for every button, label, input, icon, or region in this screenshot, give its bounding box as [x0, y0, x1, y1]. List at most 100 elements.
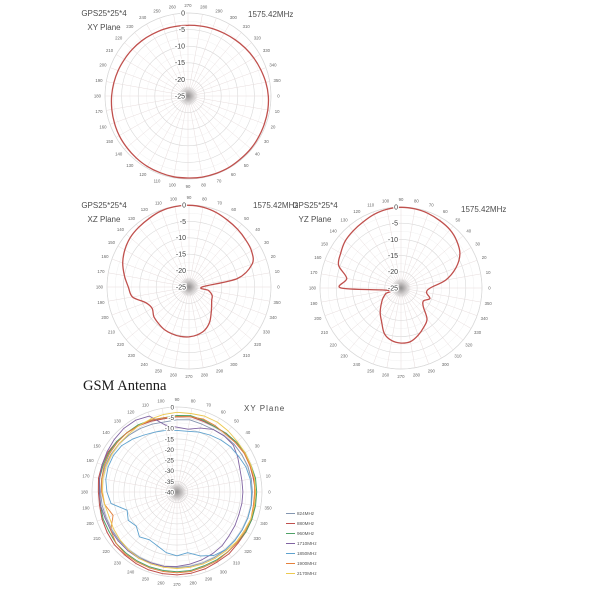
- radial-tick-label: -40: [165, 489, 175, 496]
- series-1575.42MHz: [110, 24, 270, 179]
- series-1710MHz: [98, 415, 244, 567]
- angle-tick-label: 190: [97, 300, 105, 305]
- grid-spoke: [176, 491, 193, 576]
- legend-line-swatch: [286, 552, 295, 554]
- angle-tick-label: 10: [486, 270, 491, 275]
- grid-spoke: [176, 418, 220, 493]
- angle-tick-label: 40: [246, 430, 251, 435]
- grid-spoke: [188, 286, 218, 365]
- grid-spoke: [134, 418, 178, 493]
- legend-item: 824MHz: [286, 511, 317, 516]
- angle-tick-label: 290: [215, 9, 223, 14]
- grid-spoke: [103, 449, 178, 493]
- angle-tick-label: 280: [201, 373, 209, 378]
- angle-tick-label: 290: [428, 369, 436, 374]
- angle-tick-label: 160: [99, 125, 107, 130]
- angle-tick-label: 80: [191, 398, 196, 403]
- grid-spoke: [338, 287, 402, 341]
- series-1575.42MHz: [337, 206, 461, 344]
- angle-tick-label: 340: [269, 63, 277, 68]
- radial-tick-label: -5: [180, 219, 186, 226]
- angle-tick-label: 50: [244, 216, 249, 221]
- angle-tick-label: 30: [475, 241, 480, 246]
- grid-spoke: [187, 14, 203, 97]
- angle-tick-label: 320: [254, 342, 262, 347]
- angle-tick-label: 350: [265, 506, 273, 511]
- angle-tick-label: 200: [314, 316, 322, 321]
- angle-tick-label: 80: [201, 183, 206, 188]
- legend-item: 1900MHz: [286, 561, 317, 566]
- grid-spoke: [159, 95, 189, 175]
- legend-label: 960MHz: [297, 530, 315, 536]
- angle-tick-label: 30: [255, 443, 260, 448]
- grid-spoke: [176, 491, 232, 558]
- radial-tick-label: -20: [175, 77, 185, 84]
- grid-spoke: [373, 287, 402, 365]
- grid-spoke: [360, 217, 402, 289]
- radial-tick-label: -25: [175, 93, 185, 100]
- grid-spoke: [134, 491, 178, 566]
- angle-tick-label: 290: [205, 576, 213, 581]
- grid-spoke: [386, 208, 402, 289]
- angle-tick-label: 120: [139, 172, 147, 177]
- legend-label: 2170MHz: [297, 570, 317, 576]
- angle-tick-label: 230: [341, 353, 349, 358]
- angle-tick-label: 240: [127, 570, 135, 575]
- grid-spoke: [176, 476, 261, 493]
- angle-tick-label: 220: [330, 342, 338, 347]
- radial-tick-label: 0: [182, 202, 186, 209]
- angle-tick-label: 330: [474, 330, 482, 335]
- grid-spoke: [188, 209, 218, 288]
- grid-spoke: [173, 14, 189, 97]
- grid-spoke: [173, 95, 189, 178]
- grid-spoke: [103, 491, 178, 535]
- angle-tick-label: 230: [114, 560, 122, 565]
- legend-label: 1850MHz: [297, 550, 317, 556]
- radial-tick-label: -35: [165, 479, 175, 486]
- angle-tick-label: 220: [103, 549, 111, 554]
- grid-spoke: [174, 206, 190, 288]
- grid-spoke: [147, 491, 178, 572]
- angle-tick-label: 250: [367, 369, 375, 374]
- angle-tick-label: 190: [310, 301, 318, 306]
- angle-tick-label: 310: [243, 24, 251, 29]
- angle-tick-label: 120: [353, 209, 361, 214]
- legend-item: 1850MHz: [286, 551, 317, 556]
- legend-label: 880MHz: [297, 520, 315, 526]
- angle-tick-label: 260: [170, 373, 178, 378]
- grid-spoke: [111, 437, 178, 493]
- angle-tick-label: 70: [429, 202, 434, 207]
- grid-spoke: [147, 412, 178, 493]
- gps-xy-frequency-label: 1575.42MHz: [248, 10, 294, 19]
- gps-xy-title-line1: GPS25*25*4: [81, 9, 127, 18]
- grid-spoke: [117, 286, 190, 329]
- angle-tick-label: 80: [414, 198, 419, 203]
- grid-spoke: [174, 286, 190, 368]
- grid-spoke: [324, 260, 402, 289]
- grid-spoke: [400, 287, 442, 359]
- legend-label: 1710MHz: [297, 540, 317, 546]
- gps-xz-title-line1: GPS25*25*4: [81, 201, 127, 210]
- gps-xz-polar-chart: 0 -5 -10 -15 -20 -25 0 10 20 30 40 50 60 70 80 90 100 110…: [96, 195, 281, 379]
- angle-tick-label: 110: [142, 403, 149, 408]
- angle-tick-label: 160: [87, 458, 95, 463]
- grid-spoke: [160, 209, 190, 288]
- grid-spoke: [111, 286, 190, 316]
- gps-yz-title-line2: YZ Plane: [298, 215, 332, 224]
- angle-tick-label: 330: [254, 536, 262, 541]
- grid-spoke: [109, 95, 189, 125]
- grid-spoke: [122, 426, 178, 493]
- legend-line-swatch: [286, 542, 295, 544]
- grid-spoke: [400, 208, 416, 289]
- angle-tick-label: 100: [169, 183, 177, 188]
- angle-tick-label: 310: [233, 560, 241, 565]
- legend-item: 2170MHz: [286, 571, 317, 576]
- grid-spoke: [400, 287, 478, 316]
- radial-tick-label: -20: [165, 447, 175, 454]
- grid-spoke: [97, 491, 178, 522]
- grid-spoke: [187, 95, 217, 175]
- grid-spoke: [187, 95, 261, 138]
- center-blob: [167, 482, 187, 502]
